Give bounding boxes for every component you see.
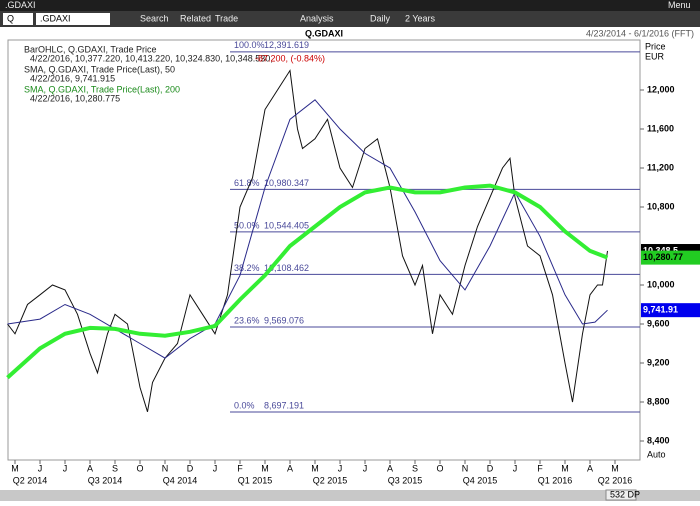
y-tick-label: 8,400 [647,435,670,445]
x-tick-label: S [112,463,118,473]
y-tick-label: 12,000 [647,84,675,94]
fib-level: 61.8% [234,178,260,188]
y-tick-label: 9,600 [647,318,670,328]
y-tick-label: 8,800 [647,396,670,406]
status-bar [0,490,700,501]
quarter-label: Q2 2016 [598,475,633,485]
fib-level: 23.6% [234,315,260,325]
last-value-box [641,303,700,318]
currency: EUR [645,51,665,61]
x-tick-label: O [136,463,143,473]
x-tick-label: J [63,463,68,473]
last-value-label: 10,348.5 [643,245,678,255]
x-tick-label: J [338,463,343,473]
legend-text: BarOHLC, Q.GDAXI, Trade Price [24,44,157,54]
quarter-label: Q4 2014 [163,475,198,485]
quarter-label: Q3 2014 [88,475,123,485]
x-tick-label: N [162,463,169,473]
symbol-input[interactable]: .GDAXI [40,13,71,23]
menu[interactable]: Menu [668,0,691,10]
last-value-label: 9,741.91 [643,305,678,315]
y-tick-label: 10,000 [647,279,675,289]
x-tick-label: M [311,463,319,473]
chart-title: Q.GDAXI [305,28,343,38]
type-box[interactable] [3,13,33,25]
x-tick-label: D [187,463,194,473]
toolbar-button[interactable]: 2 Years [405,13,436,23]
symbol-type[interactable]: Q [7,13,14,23]
quarter-label: Q2 2015 [313,475,348,485]
x-tick-label: J [213,463,218,473]
quarter-label: Q4 2015 [463,475,498,485]
quarter-label: Q2 2014 [13,475,48,485]
toolbar-button[interactable]: Trade [215,13,238,23]
symbol-box[interactable] [36,13,110,25]
x-tick-label: M [611,463,619,473]
points-box [605,489,637,501]
toolbar-button[interactable]: Search [140,13,169,23]
fib-level: 0.0% [234,400,255,410]
x-tick-label: M [11,463,19,473]
toolbar-button[interactable]: Related [180,13,211,23]
fib-level: 100.0% [234,40,265,50]
fib-value: 10,108.462 [264,263,309,273]
last-value-box [641,250,700,265]
legend-detail: 4/22/2016, 9,741.915 [30,73,115,83]
points: 532 DP [610,489,640,499]
date-range: 4/23/2014 - 6/1/2016 (FFT) [586,28,694,38]
toolbar-button[interactable]: Daily [370,13,391,23]
fib-value: 10,980.347 [264,178,309,188]
fib-value: 9,569.076 [264,315,304,325]
legend-detail: 4/22/2016, 10,377.220, 10,413.220, 10,32… [30,53,273,63]
axis-label: Price [645,41,666,51]
x-tick-label: A [287,463,293,473]
toolbar [0,11,700,27]
quarter-label: Q1 2016 [538,475,573,485]
fib-value: 12,391.619 [264,40,309,50]
quarter-label: Q1 2015 [238,475,273,485]
y-tick-label: 11,200 [647,162,674,172]
legend-text: SMA, Q.GDAXI, Trade Price(Last), 50 [24,64,175,74]
x-tick-label: A [387,463,393,473]
last-value-label: 10,280.77 [643,252,683,262]
fib-level: 38.2% [234,263,260,273]
x-tick-label: F [237,463,243,473]
quarter-label: Q3 2015 [388,475,423,485]
x-tick-label: A [87,463,93,473]
y-tick-label: 10,800 [647,201,675,211]
x-tick-label: O [436,463,443,473]
x-tick-label: M [261,463,269,473]
x-tick-label: M [561,463,569,473]
x-tick-label: J [513,463,518,473]
legend-text: SMA, Q.GDAXI, Trade Price(Last), 200 [24,84,180,94]
series-line [6,183,609,380]
toolbar-button[interactable]: Analysis [300,13,334,23]
fib-value: 8,697.191 [264,400,304,410]
legend-change: -87.200, (-0.84%) [255,53,325,63]
x-tick-label: J [38,463,43,473]
y-tick-label: 9,200 [647,357,670,367]
x-tick-label: N [462,463,469,473]
y-tick-label: 11,600 [647,123,674,133]
x-tick-label: J [363,463,368,473]
x-tick-label: A [587,463,593,473]
fib-value: 10,544.405 [264,220,309,230]
x-tick-label: F [537,463,543,473]
legend-detail: 4/22/2016, 10,280.775 [30,93,120,103]
x-tick-label: S [412,463,418,473]
window-title: .GDAXI [5,0,36,10]
title-bar [0,0,700,11]
fib-level: 50.0% [234,220,260,230]
scale-mode[interactable]: Auto [647,449,666,459]
x-tick-label: D [487,463,494,473]
